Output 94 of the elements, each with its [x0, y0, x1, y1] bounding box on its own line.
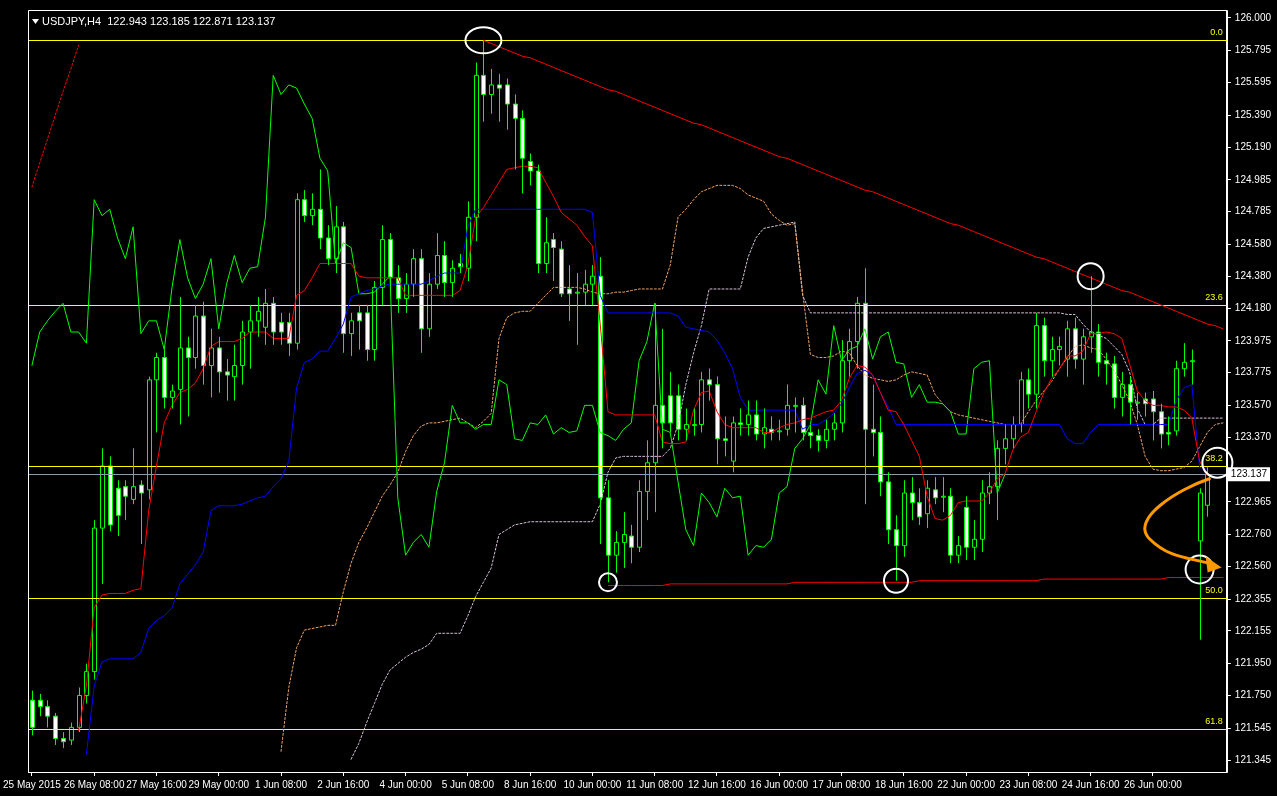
candlestick [544, 216, 549, 274]
x-tick-label: 12 Jun 16:00 [688, 778, 747, 790]
x-tick-label: 22 Jun 00:00 [937, 778, 996, 790]
candlestick [723, 416, 728, 457]
y-tick-label: 122.760 [1234, 528, 1272, 540]
y-tick-label: 121.750 [1234, 689, 1272, 701]
candlestick [684, 408, 689, 441]
x-tick-label: 1 Jun 08:00 [254, 778, 308, 790]
x-tick-label: 11 Jun 08:00 [626, 778, 684, 790]
candlestick [162, 349, 167, 410]
candlestick [225, 358, 230, 402]
y-tick-label: 124.180 [1234, 301, 1272, 313]
candlestick [676, 384, 681, 441]
y-tick-label: 125.795 [1234, 44, 1272, 56]
candlestick [738, 408, 743, 437]
candlestick [295, 192, 300, 351]
candlestick [1081, 328, 1086, 386]
candlestick [209, 328, 214, 398]
x-tick-label: 17 Jun 08:00 [812, 778, 871, 790]
candlestick [497, 73, 502, 123]
y-tick-label: 123.775 [1234, 366, 1272, 378]
candlestick [606, 479, 611, 583]
candlestick [411, 248, 416, 298]
x-tick-label: 10 Jun 00:00 [563, 778, 622, 790]
candlestick [832, 412, 837, 441]
candlestick [645, 439, 650, 521]
annotation: 50.0 [1205, 585, 1223, 596]
y-tick-label: 124.785 [1234, 205, 1272, 217]
candlestick [1026, 368, 1031, 410]
text: USDJPY,H4 122.943 123.185 122.871 123.137 [42, 15, 276, 27]
candlestick [699, 371, 704, 433]
x-tick-label: 4 Jun 00:00 [379, 778, 433, 790]
annotation: 61.8 [1205, 715, 1223, 726]
x-tick-label: 16 Jun 00:00 [750, 778, 809, 790]
x-tick-label: 24 Jun 16:00 [1061, 778, 1120, 790]
candlestick [131, 447, 136, 505]
y-tick-label: 126.000 [1234, 11, 1272, 23]
y-tick-label: 123.570 [1234, 399, 1272, 411]
candlestick [762, 408, 767, 449]
candlestick [100, 447, 105, 585]
candlestick [692, 408, 697, 437]
candlestick [1112, 355, 1117, 410]
annotation: 38.2 [1205, 452, 1223, 463]
y-tick-label: 122.155 [1234, 624, 1272, 636]
candlestick [1128, 376, 1133, 425]
candlestick [77, 687, 82, 733]
candlestick [1120, 371, 1125, 418]
x-tick-label: 26 Jun 00:00 [1123, 778, 1183, 790]
x-tick-label: 18 Jun 16:00 [874, 778, 934, 790]
candlestick [1019, 371, 1024, 433]
y-tick-label: 123.370 [1234, 430, 1272, 442]
y-tick-label: 124.985 [1234, 173, 1272, 185]
y-tick-label: 125.190 [1234, 140, 1272, 152]
y-tick-label: 121.345 [1234, 753, 1272, 765]
y-tick-label: 125.390 [1234, 108, 1272, 120]
candlestick [1034, 312, 1039, 410]
y-tick-label: 124.380 [1234, 269, 1272, 281]
y-tick-label: 121.545 [1234, 721, 1272, 733]
candlestick [956, 535, 961, 564]
candlestick [489, 68, 494, 115]
candlestick [731, 416, 736, 473]
x-tick-label: 5 Jun 08:00 [441, 778, 495, 790]
candlestick [45, 699, 50, 728]
annotation: 0.0 [1210, 27, 1223, 38]
candlestick [1073, 317, 1078, 370]
candlestick [746, 400, 751, 437]
x-tick-label: 23 Jun 08:00 [999, 778, 1058, 790]
candlestick [380, 224, 385, 306]
candlestick [186, 336, 191, 418]
ref-line-label: 123.137 [1230, 468, 1268, 480]
candlestick [505, 78, 510, 131]
candlestick [178, 296, 183, 425]
y-tick-label: 122.355 [1234, 592, 1272, 604]
y-tick-label: 124.580 [1234, 238, 1272, 250]
x-tick-label: 26 May 08:00 [63, 778, 125, 790]
y-tick-label: 121.950 [1234, 657, 1272, 669]
candlestick [123, 479, 128, 521]
x-tick-label: 29 May 00:00 [188, 778, 250, 790]
x-tick-label: 8 Jun 16:00 [503, 778, 557, 790]
candlestick [435, 232, 440, 290]
y-tick-label: 125.595 [1234, 76, 1272, 88]
line-series [31, 44, 80, 188]
candlestick [1159, 403, 1164, 449]
y-tick-label: 122.560 [1234, 560, 1272, 572]
y-tick-label: 123.975 [1234, 334, 1272, 346]
y-tick-label: 122.965 [1234, 495, 1272, 507]
candlestick [816, 428, 821, 453]
candlestick [1065, 320, 1070, 378]
candlestick [754, 400, 759, 441]
x-tick-label: 27 May 16:00 [126, 778, 188, 790]
x-tick-label: 25 May 2015 [2, 778, 62, 790]
annotation: 23.6 [1205, 291, 1223, 302]
candlestick [1003, 423, 1008, 465]
x-tick-label: 2 Jun 16:00 [317, 778, 370, 790]
